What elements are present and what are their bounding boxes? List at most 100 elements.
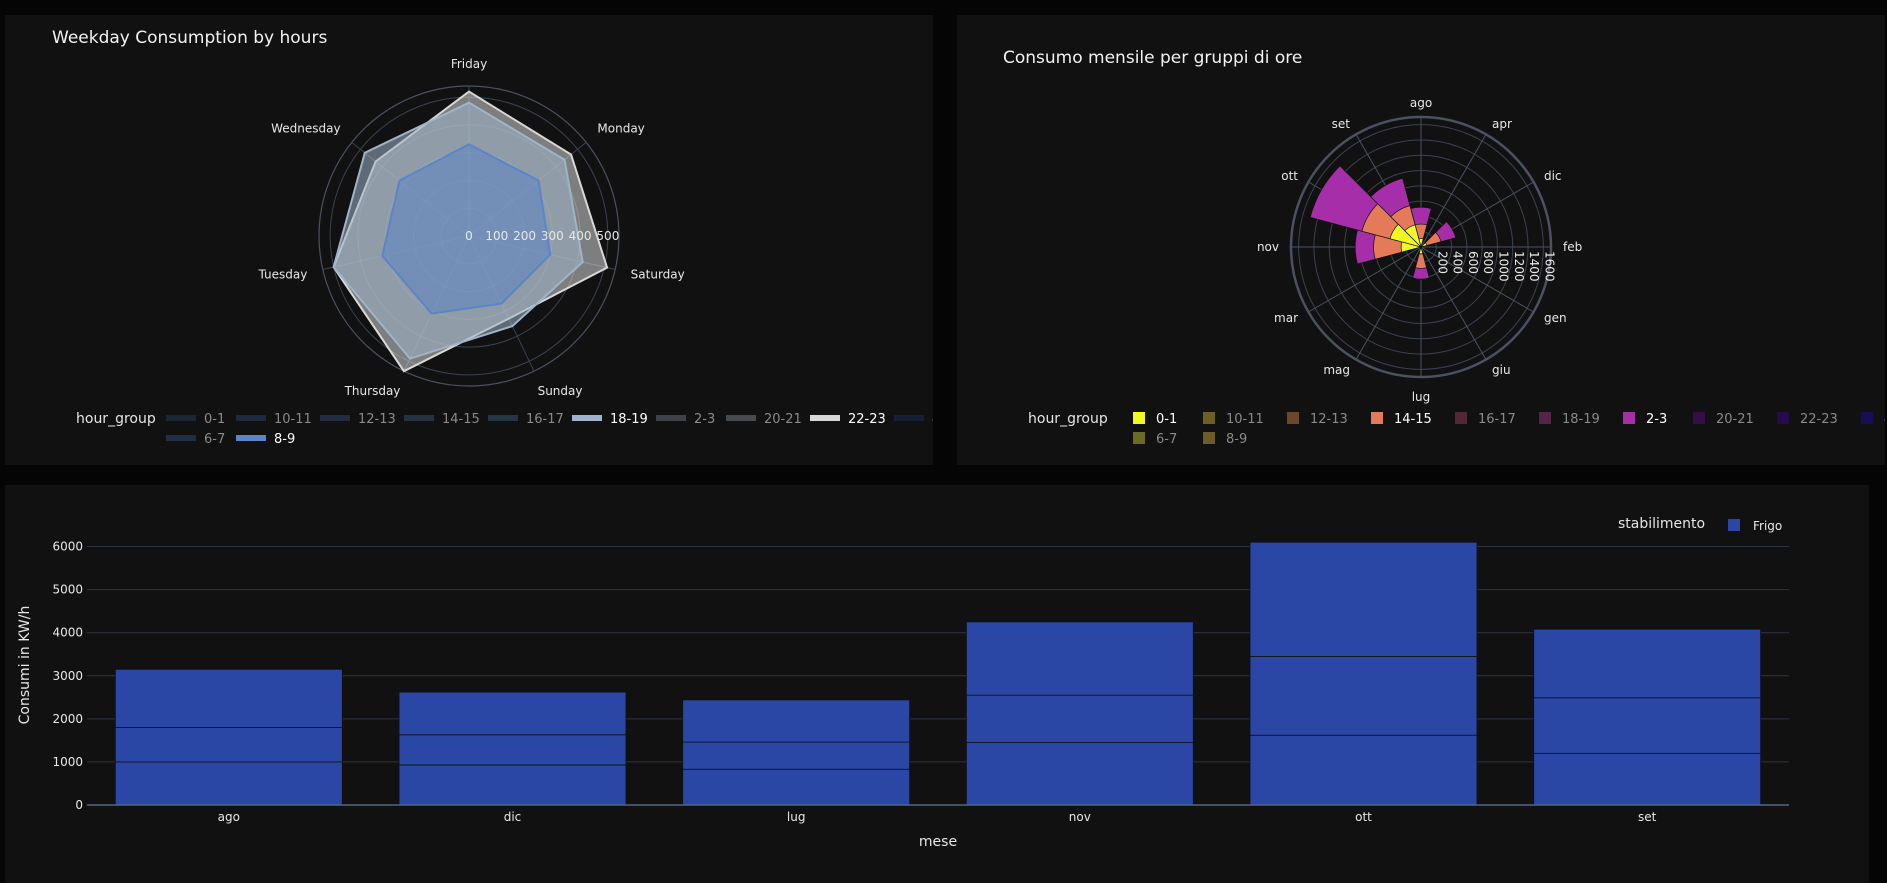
polar-bar-chart[interactable]: 200 400 600 800 1000 1200 1400 1600 ago apr dic feb… [957,15,1885,465]
legend-item-4-5[interactable]: 4-5 [894,412,933,427]
x-tick-label-lug: lug [787,810,806,824]
bar-segment-set[interactable] [1533,697,1762,754]
angular-label-thursday: Thursday [344,384,401,398]
legend-item-2-3[interactable]: 2-3 [656,412,715,427]
y-tick-label: 0 [75,798,83,812]
bar-segment-nov[interactable] [965,621,1194,696]
radial-tick-label: 800 [1481,251,1495,274]
radar-series-8-9[interactable] [381,143,552,315]
bar-segment-set[interactable] [1533,628,1762,699]
angular-label-monday: Monday [597,122,644,136]
legend-item-6-7[interactable]: 6-7 [166,432,225,447]
bar-segment-dic[interactable] [398,691,627,736]
bar-segment-lug[interactable] [682,699,911,743]
bar-segment-dic[interactable] [398,734,627,766]
angular-label-dic: dic [1544,169,1562,183]
angular-label-saturday: Saturday [631,267,685,281]
bar-segment-ott[interactable] [1249,541,1478,657]
x-tick-label-nov: nov [1069,810,1091,824]
bar-segment-ott[interactable] [1249,734,1478,806]
legend-swatch [1203,432,1215,444]
radial-tick-label: 1400 [1527,251,1541,282]
wedge-0-1-dic[interactable] [1419,242,1428,248]
angular-label-ott: ott [1281,169,1298,183]
angular-label-tuesday: Tuesday [258,267,308,281]
wedge-14-15-lug[interactable] [1415,245,1427,269]
wedge-0-1-lug[interactable] [1418,245,1424,255]
legend-item-4-5[interactable]: 4-5 [1861,412,1885,427]
angular-label-wednesday: Wednesday [271,122,340,136]
legend-item-0-1[interactable]: 0-1 [166,412,225,427]
legend-item-12-13[interactable]: 12-13 [320,412,396,427]
y-tick-label: 4000 [52,626,83,640]
legend-item-10-11[interactable]: 10-11 [236,412,312,427]
legend-item-10-11[interactable]: 10-11 [1203,412,1264,427]
x-tick-label-ago: ago [218,810,240,824]
legend-item-frigo[interactable]: Frigo [1728,519,1782,533]
legend-label: 18-19 [1562,412,1600,427]
bar-segment-nov[interactable] [965,742,1194,806]
legend-label: 8-9 [274,432,295,447]
legend-item-2-3[interactable]: 2-3 [1623,412,1667,427]
bar-segment-ago[interactable] [114,761,343,806]
legend-label: 22-23 [848,412,886,427]
bar-chart[interactable]: 0 1000 2000 3000 4000 5000 6000 ago dic lug nov ott… [5,485,1869,883]
legend-label: 0-1 [204,412,225,427]
bar-segment-ago[interactable] [114,668,343,728]
bar-segment-lug[interactable] [682,768,911,806]
bar-segment-set[interactable] [1533,752,1762,806]
radial-tick-label: 400 [1451,251,1465,274]
bar-segment-dic[interactable] [398,764,627,806]
bar-segment-nov[interactable] [965,694,1194,743]
legend-swatch [1455,412,1467,424]
bar-segment-ott[interactable] [1249,655,1478,736]
legend-label: 4-5 [1884,412,1885,427]
legend-item-18-19[interactable]: 18-19 [572,412,648,427]
x-axis-title: mese [919,834,957,850]
angular-gridline [1420,246,1487,360]
legend-title: hour_group [1028,411,1108,427]
legend-label: 10-11 [274,412,312,427]
legend-item-14-15[interactable]: 14-15 [404,412,480,427]
y-tick-label: 2000 [52,712,83,726]
angular-label-nov: nov [1257,240,1279,254]
legend-label: 6-7 [204,432,225,447]
radar-chart[interactable]: 0 100 200 300 400 500 Friday Monday Saturday Sund… [5,15,933,465]
legend-label: 6-7 [1156,432,1177,447]
legend-swatch [1133,432,1145,444]
legend-item-8-9[interactable]: 8-9 [236,432,295,447]
angular-label-set: set [1332,117,1351,131]
legend-item-22-23[interactable]: 22-23 [810,412,886,427]
legend-label: 22-23 [1800,412,1838,427]
x-tick-label-ott: ott [1355,810,1372,824]
angular-label-gen: gen [1544,311,1567,325]
x-tick-label-dic: dic [504,810,522,824]
legend-item-16-17[interactable]: 16-17 [488,412,564,427]
wedge-0-1-ott[interactable] [1389,223,1423,248]
angular-label-apr: apr [1492,117,1512,131]
legend-swatch [1539,412,1551,424]
radar-panel: Weekday Consumption by hours 0 100 200 300 4… [5,15,933,465]
bar-segment-ago[interactable] [114,727,343,763]
legend-item-6-7[interactable]: 6-7 [1133,432,1177,447]
legend-item-20-21[interactable]: 20-21 [1693,412,1754,427]
legend-item-20-21[interactable]: 20-21 [726,412,802,427]
radial-tick-label: 100 [485,229,508,243]
bar-segment-lug[interactable] [682,741,911,770]
legend-item-18-19[interactable]: 18-19 [1539,412,1600,427]
polar-bar-title: Consumo mensile per gruppi di ore [1003,48,1303,68]
legend-item-0-1[interactable]: 0-1 [1133,412,1177,427]
legend-item-8-9[interactable]: 8-9 [1203,432,1247,447]
y-tick-label: 6000 [52,540,83,554]
radial-tick-label: 400 [569,229,592,243]
wedge-0-1-set[interactable] [1404,224,1422,249]
legend-item-14-15[interactable]: 14-15 [1371,412,1432,427]
legend-item-22-23[interactable]: 22-23 [1777,412,1838,427]
legend-label: 20-21 [1716,412,1754,427]
legend-item-12-13[interactable]: 12-13 [1287,412,1348,427]
legend-item-16-17[interactable]: 16-17 [1455,412,1516,427]
radial-tick-label: 600 [1466,251,1480,274]
angular-label-sunday: Sunday [538,384,583,398]
y-axis-title: Consumi in KW/h [17,606,33,725]
legend-label: 16-17 [1478,412,1516,427]
